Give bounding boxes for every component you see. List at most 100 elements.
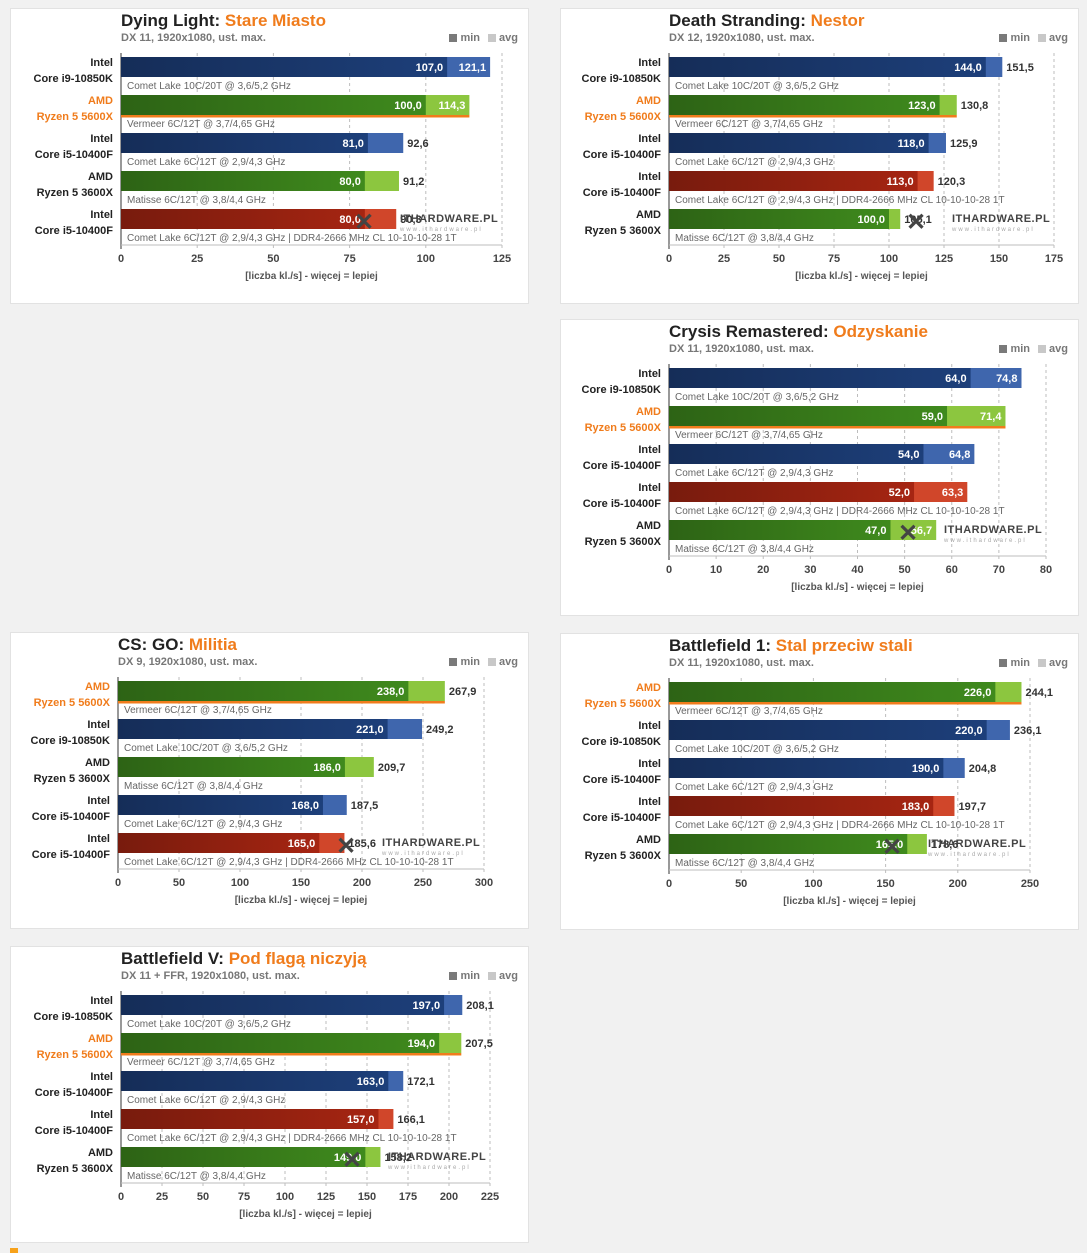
x-tick-label: 175 bbox=[399, 1191, 417, 1203]
x-tick-label: 50 bbox=[773, 253, 785, 265]
wrench-logo-icon: ✕ bbox=[898, 520, 919, 547]
chart-title: Death Stranding: Nestor bbox=[669, 11, 865, 31]
bar-min bbox=[669, 133, 929, 153]
bar-min-label: 226,0 bbox=[964, 687, 992, 699]
bar-description: Comet Lake 6C/12T @ 2,9/4,3 GHz | DDR4-2… bbox=[127, 1133, 457, 1144]
bar-min-label: 118,0 bbox=[898, 138, 925, 150]
chart-title: CS: GO: Militia bbox=[118, 635, 237, 655]
x-tick-label: 50 bbox=[267, 253, 279, 265]
bar-min bbox=[118, 757, 345, 777]
bar-avg-label: 121,1 bbox=[459, 62, 487, 74]
cpu-vendor-label: AMD bbox=[88, 171, 113, 183]
bar-min-label: 113,0 bbox=[887, 176, 914, 188]
x-tick-label: 80 bbox=[1040, 564, 1052, 576]
bar-min-label: 183,0 bbox=[902, 801, 930, 813]
cpu-vendor-label: Intel bbox=[638, 482, 661, 494]
x-axis-label: [liczba kl./s] - więcej = lepiej bbox=[239, 1209, 372, 1220]
cpu-model-label: Ryzen 5 3600X bbox=[585, 225, 662, 237]
cpu-model-label: Core i5-10400F bbox=[583, 149, 662, 161]
cpu-vendor-label: Intel bbox=[638, 171, 661, 183]
chart-title: Battlefield V: Pod flagą niczyją bbox=[121, 949, 367, 969]
chart-legend: min avg bbox=[449, 32, 518, 44]
cpu-vendor-label: AMD bbox=[85, 757, 110, 769]
logo-url: www.ithardware.pl bbox=[400, 227, 483, 233]
bar-min-label: 165,0 bbox=[288, 838, 316, 850]
logo-url: www.ithardware.pl bbox=[388, 1165, 471, 1171]
cpu-vendor-label: Intel bbox=[90, 209, 113, 221]
wrench-logo-icon: ✕ bbox=[906, 209, 927, 236]
x-tick-label: 0 bbox=[666, 878, 672, 890]
logo-wordmark: ITHARDWARE.PL bbox=[382, 837, 481, 849]
bar-description: Vermeer 6C/12T @ 3,7/4,65 GHz bbox=[675, 430, 823, 441]
bar-description: Matisse 6C/12T @ 3,8/4,4 GHz bbox=[675, 858, 814, 869]
cpu-vendor-label: AMD bbox=[636, 209, 661, 221]
bar-min bbox=[669, 368, 971, 388]
x-tick-label: 100 bbox=[804, 878, 822, 890]
chart-plot: 0 50 100 150 200 250 226,0 244,1 Vermeer 6C/12T … bbox=[582, 678, 1053, 890]
legend-min-label: min bbox=[460, 656, 481, 668]
bar-min-label: 149,0 bbox=[334, 1152, 362, 1164]
bar-min-label: 194,0 bbox=[408, 1038, 436, 1050]
legend-avg-label: avg bbox=[1049, 343, 1068, 355]
bar-min-label: 221,0 bbox=[356, 724, 384, 736]
bar-description: Comet Lake 6C/12T @ 2,9/4,3 GHz | DDR4-2… bbox=[675, 506, 1005, 517]
chart-title-highlight: Stal przeciw stali bbox=[775, 636, 913, 655]
cpu-vendor-label: AMD bbox=[88, 1147, 113, 1159]
bar-min bbox=[669, 95, 940, 115]
x-tick-label: 250 bbox=[414, 877, 432, 889]
bar-min-label: 80,0 bbox=[339, 176, 360, 188]
bar-min bbox=[118, 719, 388, 739]
cpu-vendor-label: Intel bbox=[638, 720, 661, 732]
bar-avg-label: 92,6 bbox=[407, 138, 428, 150]
x-tick-label: 150 bbox=[358, 1191, 376, 1203]
bar-avg-label: 197,7 bbox=[958, 801, 986, 813]
legend-avg-label: avg bbox=[1049, 657, 1068, 669]
cpu-model-label: Core i5-10400F bbox=[35, 1087, 114, 1099]
bar-description: Comet Lake 6C/12T @ 2,9/4,3 GHz bbox=[124, 819, 282, 830]
cpu-vendor-label: Intel bbox=[638, 133, 661, 145]
chart-legend: min avg bbox=[449, 656, 518, 668]
legend-avg-label: avg bbox=[1049, 32, 1068, 44]
bar-description: Matisse 6C/12T @ 3,8/4,4 GHz bbox=[675, 233, 814, 244]
logo-wordmark: ITHARDWARE.PL bbox=[388, 1151, 487, 1163]
chart-panel: Dying Light: Stare Miasto DX 11, 1920x108… bbox=[10, 8, 529, 304]
bar-avg-label: 166,1 bbox=[397, 1114, 425, 1126]
ithardware-logo: ✕ ITHARDWARE.PL www.ithardware.pl bbox=[898, 520, 1048, 550]
bar-avg-label: 249,2 bbox=[426, 724, 454, 736]
logo-wordmark: ITHARDWARE.PL bbox=[944, 524, 1043, 536]
cpu-model-label: Core i5-10400F bbox=[583, 187, 662, 199]
bar-min bbox=[121, 171, 365, 191]
bar-min bbox=[118, 833, 320, 853]
legend-min-swatch bbox=[999, 34, 1008, 42]
bar-avg-label: 90,3 bbox=[400, 214, 421, 226]
bar-min-label: 59,0 bbox=[922, 411, 943, 423]
bar-min-label: 168,0 bbox=[291, 800, 319, 812]
bar-min bbox=[669, 520, 891, 540]
bar-avg-label: 204,8 bbox=[969, 763, 997, 775]
highlight-underline bbox=[669, 426, 1006, 429]
bar-avg-label: 158,2 bbox=[384, 1152, 412, 1164]
cpu-model-label: Core i5-10400F bbox=[583, 774, 662, 786]
cpu-model-label: Core i9-10850K bbox=[31, 735, 111, 747]
chart-legend: min avg bbox=[999, 657, 1068, 669]
bar-description: Comet Lake 6C/12T @ 2,9/4,3 GHz bbox=[127, 157, 285, 168]
bar-min-label: 123,0 bbox=[908, 100, 936, 112]
x-axis-label: [liczba kl./s] - więcej = lepiej bbox=[245, 271, 378, 282]
highlight-underline bbox=[118, 701, 445, 704]
cpu-vendor-label: AMD bbox=[85, 681, 110, 693]
logo-url: www.ithardware.pl bbox=[382, 851, 465, 857]
cpu-vendor-label: Intel bbox=[638, 444, 661, 456]
cpu-vendor-label: Intel bbox=[90, 57, 113, 69]
chart-title-highlight: Odzyskanie bbox=[833, 322, 928, 341]
bar-avg-label: 208,1 bbox=[466, 1000, 494, 1012]
x-tick-label: 150 bbox=[292, 877, 310, 889]
bar-min-label: 157,0 bbox=[347, 1114, 375, 1126]
cpu-model-label: Ryzen 5 3600X bbox=[37, 1163, 114, 1175]
cpu-model-label: Core i5-10400F bbox=[583, 460, 662, 472]
cpu-vendor-label: Intel bbox=[87, 719, 110, 731]
x-tick-label: 50 bbox=[735, 878, 747, 890]
legend-min-swatch bbox=[999, 659, 1008, 667]
bar-min-label: 197,0 bbox=[413, 1000, 441, 1012]
x-tick-label: 0 bbox=[118, 253, 124, 265]
chart-subtitle: DX 12, 1920x1080, ust. max. bbox=[669, 32, 815, 44]
